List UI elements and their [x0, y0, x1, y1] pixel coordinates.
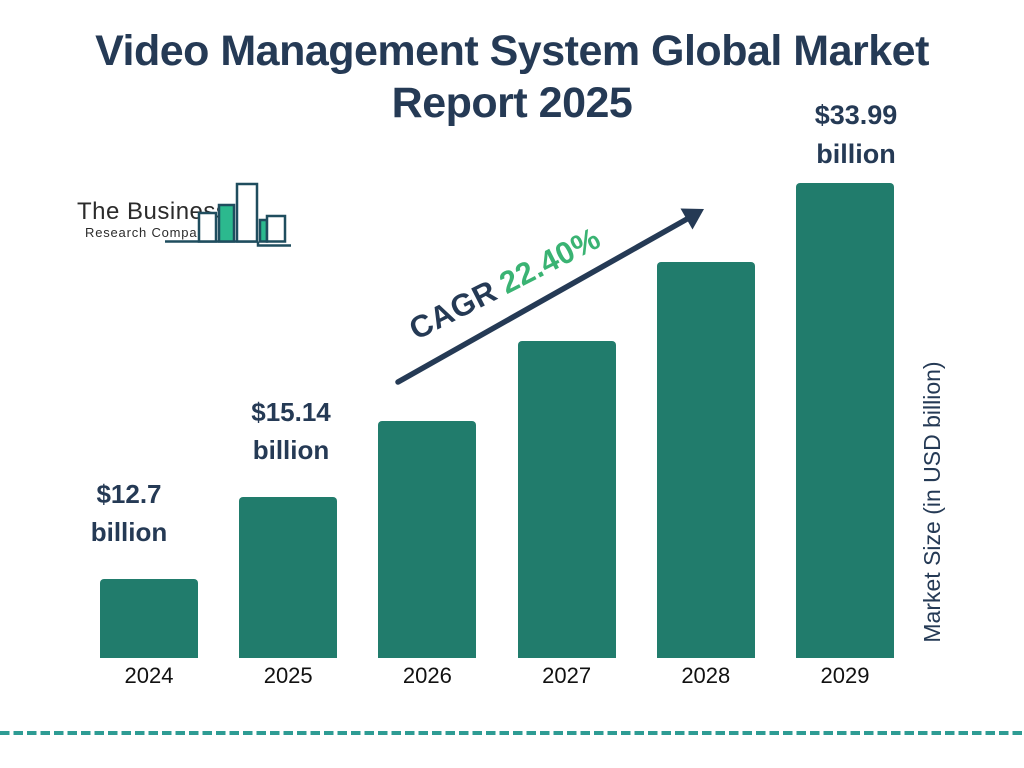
bar-2025 [239, 497, 338, 658]
x-tick-2024: 2024 [124, 663, 174, 688]
value-label-2029: $33.99 billion [814, 100, 898, 170]
y-axis-label: Market Size (in USD billion) [919, 361, 945, 643]
x-tick-2027: 2027 [542, 663, 592, 688]
chart-title-line1: Video Management System Global Market [95, 27, 929, 75]
bar-2026 [378, 421, 477, 658]
chart-title: Video Management System Global Market Re… [0, 26, 1024, 129]
value-label-2024: $12.7 billion [90, 479, 168, 547]
x-tick-2029: 2029 [820, 663, 870, 688]
x-tick-2025: 2025 [263, 663, 313, 688]
bar-2027 [517, 341, 616, 658]
bar-2028 [656, 262, 755, 658]
cagr-text: CAGR [403, 273, 503, 347]
bar-2024 [100, 579, 198, 658]
x-tick-2028: 2028 [681, 663, 731, 688]
logo-subtitle: Research Company [85, 225, 213, 240]
company-logo: The Business Research Company [75, 178, 291, 250]
bottom-dashed-divider [0, 731, 1024, 735]
chart-title-line2: Report 2025 [391, 78, 633, 127]
x-tick-2026: 2026 [402, 663, 452, 688]
cagr-label: CAGR22.40% [381, 209, 629, 359]
logo-bars-icon [165, 182, 291, 247]
value-label-2025: $15.14 billion [251, 397, 331, 465]
bar-2029 [796, 183, 894, 658]
cagr-value: 22.40% [493, 220, 607, 301]
